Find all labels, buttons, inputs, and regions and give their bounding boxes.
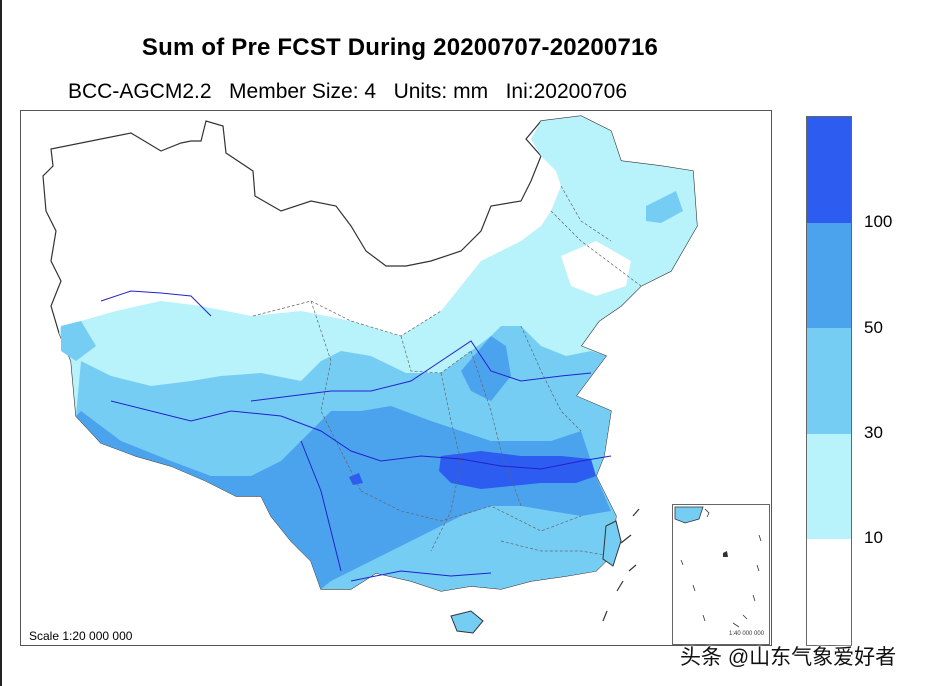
- map-title: Sum of Pre FCST During 20200707-20200716: [141, 34, 659, 61]
- window-left-edge: [0, 0, 2, 686]
- map-frame: Scale 1:20 000 000 1:40 000 000: [20, 110, 772, 646]
- legend-swatch-over-100: [807, 117, 851, 223]
- legend-label-10: 10: [864, 528, 883, 547]
- legend-swatch-30-50: [807, 328, 851, 434]
- precip-50-100-north: [461, 336, 511, 401]
- taiwan-island: [602, 520, 622, 567]
- legend-label-100: 100: [864, 212, 893, 231]
- precip-30-50-west: [61, 321, 96, 361]
- precip-under-10-northeast: [561, 241, 631, 296]
- precip-over-100-small: [349, 473, 363, 485]
- province-boundaries: [252, 185, 642, 557]
- legend-colorbar: [806, 116, 852, 646]
- precip-over-100: [439, 451, 596, 489]
- legend-swatch-50-100: [807, 223, 851, 328]
- inset-scale-label: 1:40 000 000: [729, 631, 765, 637]
- legend-label-50: 50: [864, 318, 883, 337]
- inset-map: [674, 506, 762, 628]
- watermark-text: 头条 @山东气象爱好者: [680, 646, 897, 669]
- precip-30-50-northeast: [646, 191, 683, 223]
- south-sea-islands: [602, 508, 640, 622]
- hainan-island: [450, 610, 484, 634]
- rivers: [100, 290, 612, 582]
- precipitation-map: [42, 115, 698, 634]
- map-subtitle: BCC-AGCM2.2 Member Size: 4 Units: mm Ini…: [68, 80, 628, 103]
- south-china-sea-inset: 1:40 000 000: [672, 504, 770, 645]
- legend-swatch-10-30: [807, 434, 851, 539]
- legend-label-30: 30: [864, 423, 883, 442]
- legend-swatch-under-10: [807, 539, 851, 645]
- map-scale-label: Scale 1:20 000 000: [29, 629, 133, 643]
